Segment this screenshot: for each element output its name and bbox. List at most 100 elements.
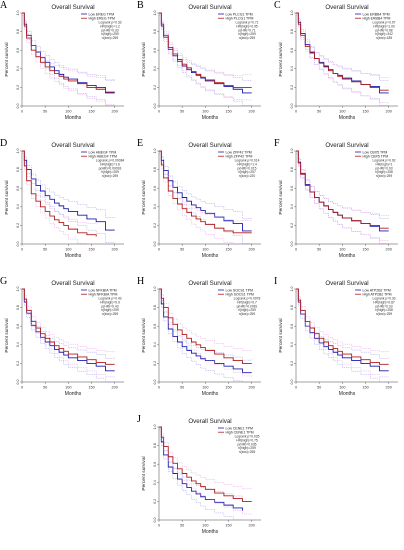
x-tick-label: 200 [249, 386, 255, 390]
x-tick-label: 200 [112, 248, 118, 252]
ci-upper-band [296, 150, 389, 216]
stat-text: n(high)=258 [375, 170, 393, 174]
x-tick-label: 50 [180, 248, 184, 252]
survival-panel-f: Overall Survival 0.0 0.2 0.4 0.6 0.8 1.0 0 50 100… [274, 138, 404, 271]
chart-title: Overall Survival [51, 4, 94, 11]
x-tick-label: 50 [180, 524, 184, 528]
y-tick-label: 0.4 [153, 342, 157, 347]
x-tick-label: 100 [202, 524, 208, 528]
series-line-high [296, 12, 389, 91]
x-tick-label: 100 [65, 386, 71, 390]
x-axis-label: Months [65, 391, 82, 397]
y-tick-label: 1.0 [153, 287, 157, 292]
stat-text: n(high)=259 [238, 32, 256, 36]
survival-panel-b: Overall Survival 0.0 0.2 0.4 0.6 0.8 1.0 0 50 100… [137, 0, 267, 133]
panel-letter: G [0, 276, 8, 287]
stat-text: p(HR)=0.93 [375, 166, 392, 170]
y-tick-label: 0.8 [16, 167, 20, 172]
survival-panel-d: Overall Survival 0.0 0.2 0.4 0.6 0.8 1.0 0 50 100… [0, 138, 130, 271]
x-tick-label: 0 [21, 110, 23, 114]
stat-text: n(low)=255 [239, 450, 256, 454]
y-tick-label: 0.6 [16, 324, 20, 329]
stat-text: n(high)=259 [101, 32, 119, 36]
y-tick-label: 0.8 [16, 305, 20, 310]
y-tick-label: 0.4 [153, 66, 157, 71]
legend-entry: High PLCG1 TPM [226, 17, 254, 21]
x-tick-label: 100 [65, 110, 71, 114]
x-tick-label: 100 [65, 248, 71, 252]
y-tick-label: 0.2 [153, 499, 157, 504]
y-tick-label: 1.0 [153, 425, 157, 430]
km-plot: Overall Survival 0.0 0.2 0.4 0.6 0.8 1.0 0 50 100… [278, 4, 398, 121]
x-axis-label: Months [65, 115, 82, 121]
x-axis-label: Months [202, 391, 219, 397]
stat-text: HR(high)=1 [376, 162, 393, 166]
y-tick-label: 0.0 [16, 242, 20, 247]
x-tick-label: 0 [295, 386, 297, 390]
legend-entry: Low NFKBIA TPM [89, 288, 117, 292]
ci-upper-band [296, 12, 389, 78]
x-axis-label: Months [339, 115, 356, 121]
stat-text: Logrank p=0.014 [235, 159, 260, 163]
ci-upper-band [22, 150, 115, 218]
y-tick-label: 1.0 [16, 287, 20, 292]
panel-letter: A [0, 0, 8, 11]
x-tick-label: 150 [88, 248, 94, 252]
ci-upper-band [159, 150, 252, 219]
x-tick-label: 200 [249, 524, 255, 528]
series-line-high [22, 150, 97, 237]
stat-text: n(low)=259 [102, 36, 119, 40]
y-tick-label: 0.2 [16, 223, 20, 228]
ci-lower-band [296, 291, 389, 378]
legend-entry: High CENE1 TPM [226, 431, 254, 435]
legend-entry: High SOCS1 TPM [226, 293, 254, 297]
chart-title: Overall Survival [51, 280, 94, 287]
stat-text: Logrank p=0.97 [372, 21, 395, 25]
y-tick-label: 1.0 [290, 11, 294, 16]
y-tick-label: 0.8 [290, 167, 294, 172]
y-tick-label: 0.4 [153, 204, 157, 209]
survival-panel-j: Overall Survival 0.0 0.2 0.4 0.6 0.8 1.0 0 50 100… [137, 414, 267, 547]
x-tick-label: 150 [225, 110, 231, 114]
x-tick-label: 50 [43, 110, 47, 114]
y-tick-label: 1.0 [290, 287, 294, 292]
y-tick-label: 0.4 [290, 204, 294, 209]
stat-text: n(low)=220 [239, 174, 256, 178]
stat-text: n(high)=259 [238, 446, 256, 450]
y-tick-label: 0.6 [153, 462, 157, 467]
ci-lower-band [22, 291, 115, 378]
y-tick-label: 0.4 [290, 66, 294, 71]
panel-letter: H [137, 276, 145, 287]
stat-text: n(low)=259 [376, 312, 393, 316]
legend-entry: Low ERBB4 TPM [363, 12, 390, 16]
x-tick-label: 50 [43, 386, 47, 390]
ci-lower-band [159, 429, 243, 521]
y-tick-label: 0.6 [290, 186, 294, 191]
chart-title: Overall Survival [325, 4, 368, 11]
x-axis-label: Months [339, 391, 356, 397]
stat-text: HR(high)=1.4 [237, 162, 257, 166]
stat-text: p(HR)=0.98 [375, 28, 392, 32]
legend-entry: High EREG TPM [89, 17, 115, 21]
y-tick-label: 0.0 [153, 104, 157, 109]
ci-lower-band [159, 429, 252, 515]
x-axis-label: Months [65, 253, 82, 259]
stat-text: HR(high)=1.6 [100, 162, 120, 166]
stat-text: Logrank p=0.00084 [96, 159, 125, 163]
y-axis-label: Percent survival [141, 180, 147, 214]
x-tick-label: 0 [295, 110, 297, 114]
legend-entry: Low CENE1 TPM [226, 426, 253, 430]
x-tick-label: 50 [317, 248, 321, 252]
stat-text: Logrank p=0.43 [98, 297, 121, 301]
stat-text: n(high)=342 [375, 32, 393, 36]
stat-text: n(low)=259 [239, 312, 256, 316]
y-axis-label: Percent survival [4, 42, 10, 76]
y-tick-label: 0.8 [153, 167, 157, 172]
x-tick-label: 200 [112, 110, 118, 114]
x-tick-label: 100 [339, 248, 345, 252]
legend-entry: High ATP2B2 TPM [363, 293, 392, 297]
y-tick-label: 0.0 [290, 104, 294, 109]
stat-text: n(high)=259 [101, 308, 119, 312]
km-plot: Overall Survival 0.0 0.2 0.4 0.6 0.8 1.0 0 50 100… [141, 280, 261, 397]
legend-entry: Low PLCG1 TPM [226, 12, 253, 16]
